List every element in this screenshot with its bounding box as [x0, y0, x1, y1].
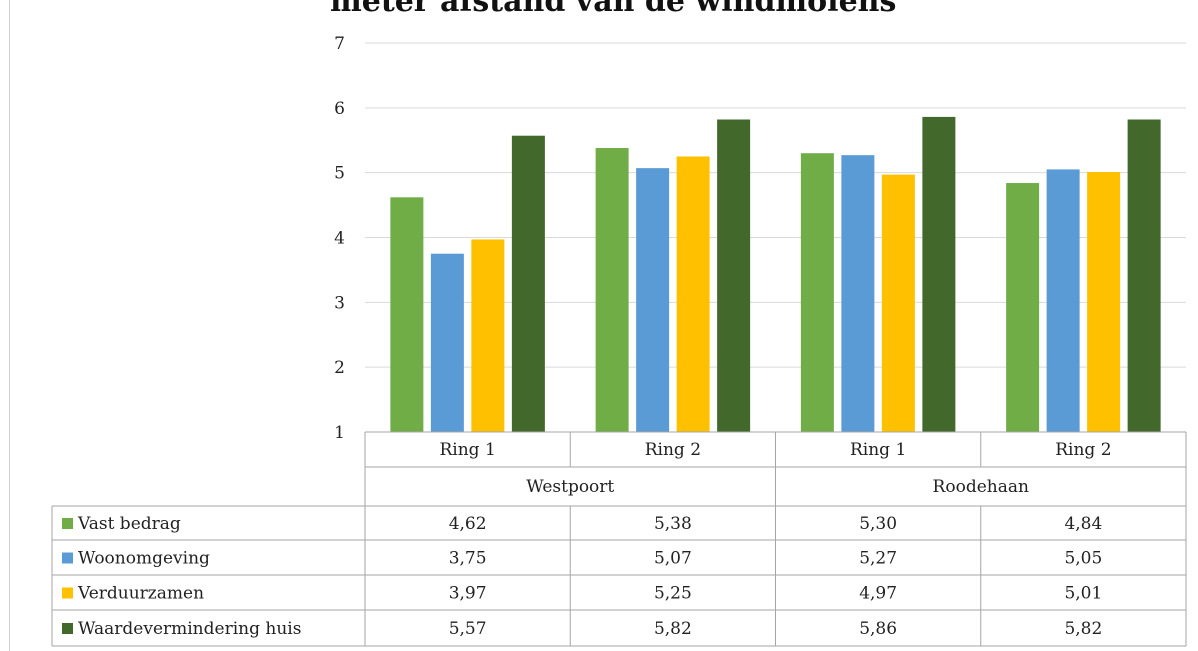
x-tick-label: Ring 1 — [439, 440, 495, 460]
legend-label: Vast bedrag — [77, 514, 181, 534]
bar — [1006, 183, 1040, 432]
data-label: 5,05 — [1064, 549, 1102, 569]
bar — [881, 174, 915, 432]
legend-label: Waardevermindering huis — [78, 619, 301, 639]
data-label: 5,86 — [859, 619, 897, 639]
data-label: 4,97 — [859, 584, 897, 604]
legend-swatch — [62, 518, 73, 529]
bar — [841, 155, 875, 432]
bar — [1046, 169, 1080, 433]
data-label: 5,07 — [654, 549, 692, 569]
data-label: 5,38 — [654, 514, 692, 534]
bar — [717, 119, 751, 433]
chart-title: meter afstand van de windmolens — [330, 0, 897, 19]
bar — [595, 148, 629, 432]
y-tick-label: 5 — [334, 164, 345, 184]
legend-label: Woonomgeving — [78, 549, 210, 569]
group-label: Westpoort — [526, 477, 614, 497]
bar — [1127, 119, 1161, 433]
data-label: 5,25 — [654, 584, 692, 604]
data-label: 4,84 — [1064, 514, 1102, 534]
bar — [1087, 172, 1121, 433]
data-label: 5,27 — [859, 549, 897, 569]
page-border — [9, 0, 10, 651]
y-tick-label: 3 — [334, 293, 345, 313]
x-tick-label: Ring 1 — [850, 440, 906, 460]
bar — [922, 116, 956, 432]
data-label: 5,82 — [654, 619, 692, 639]
data-label: 5,30 — [859, 514, 897, 534]
legend-label: Verduurzamen — [77, 584, 204, 604]
y-tick-label: 4 — [334, 229, 345, 249]
bar — [800, 153, 834, 432]
bar — [430, 253, 464, 432]
y-tick-label: 7 — [334, 34, 345, 54]
bar — [471, 239, 505, 432]
y-tick-label: 6 — [334, 99, 345, 119]
legend-swatch — [62, 623, 73, 634]
data-label: 3,97 — [449, 584, 487, 604]
y-tick-label: 1 — [334, 423, 345, 443]
x-tick-label: Ring 2 — [645, 440, 701, 460]
legend-swatch — [62, 552, 73, 564]
data-label: 3,75 — [449, 549, 487, 569]
bar — [636, 168, 670, 432]
y-tick-label: 2 — [334, 358, 345, 378]
data-label: 5,57 — [449, 619, 487, 639]
bar — [390, 197, 424, 432]
legend-swatch — [62, 587, 73, 599]
x-tick-label: Ring 2 — [1055, 440, 1111, 460]
data-label: 4,62 — [449, 514, 487, 534]
bar — [676, 156, 710, 433]
group-label: Roodehaan — [933, 477, 1029, 497]
data-label: 5,82 — [1064, 619, 1102, 639]
bar — [511, 135, 545, 432]
data-label: 5,01 — [1064, 584, 1102, 604]
